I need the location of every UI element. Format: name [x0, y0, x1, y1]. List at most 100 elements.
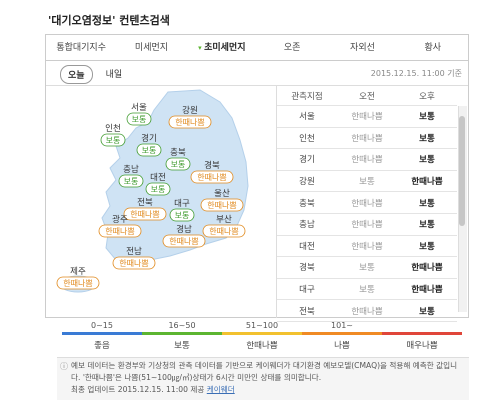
- table-row: 대전 한때나쁨 보통: [277, 235, 457, 258]
- region-name: 강원: [182, 105, 198, 116]
- legend-range: 0~15: [91, 321, 113, 330]
- table-row: 경북 보통 한때나쁨: [277, 256, 457, 279]
- legend-level: 나쁨: [334, 341, 350, 351]
- region-name: 인천: [105, 123, 121, 134]
- table-row: 인천 한때나쁨 보통: [277, 127, 457, 150]
- tab-bar: 통합대기지수 미세먼지 초미세먼지 오존 자외선 황사: [46, 36, 468, 61]
- divider: [276, 86, 277, 318]
- region-name: 대전: [150, 172, 166, 183]
- region-name: 경북: [204, 160, 220, 171]
- status-pill: [123, 207, 167, 221]
- divider: [46, 85, 468, 86]
- status-pill: [162, 234, 206, 248]
- table-row: 대구 보통 한때나쁨: [277, 278, 457, 301]
- region-status: 한때나쁨: [119, 258, 148, 268]
- region-status: 한때나쁨: [105, 226, 134, 236]
- timestamp: 2015.12.15. 11:00 기준: [370, 69, 462, 78]
- region-status: 보통: [106, 136, 121, 145]
- column-header: 관측지점: [277, 87, 337, 106]
- status-pill: [169, 208, 195, 222]
- status-pill: [190, 170, 234, 184]
- region-status: 한때나쁨: [175, 117, 204, 127]
- legend-level: 좋음: [94, 341, 110, 351]
- table-row: 강원 보통 한때나쁨: [277, 170, 457, 193]
- status-pill: [136, 143, 162, 157]
- day-tab[interactable]: 오늘: [60, 65, 93, 84]
- table-cell: 보통: [337, 170, 397, 193]
- table-cell: 한때나쁨: [337, 191, 397, 214]
- column-header: 오후: [397, 87, 457, 106]
- status-pill: [168, 115, 212, 129]
- provider-link[interactable]: 케이웨더: [206, 385, 235, 394]
- note-box: ⓘ 예보 데이터는 환경부와 기상청의 관측 데이터를 기반으로 케이웨더가 대…: [57, 357, 469, 400]
- table-cell: 충남: [277, 213, 337, 236]
- region-status: 한때나쁨: [207, 200, 236, 210]
- tab[interactable]: 미세먼지: [134, 43, 169, 53]
- table-cell: 서울: [277, 105, 337, 128]
- legend-swatch: [382, 332, 462, 335]
- table-cell: 강원: [277, 170, 337, 193]
- region-name: 충남: [123, 165, 139, 175]
- region-name: 서울: [131, 103, 147, 113]
- tab[interactable]: 자외선: [350, 43, 375, 53]
- note-text: 예보 데이터는 환경부와 기상청의 관측 데이터를 기반으로 케이웨더가 대기환…: [71, 361, 458, 382]
- table-cell: 한때나쁨: [397, 278, 457, 301]
- legend-range: 101~: [331, 321, 353, 330]
- table-row: 충남 한때나쁨 보통: [277, 213, 457, 236]
- region-status: 보통: [171, 160, 186, 169]
- table-cell: 대전: [277, 235, 337, 258]
- table-cell: 보통: [397, 235, 457, 258]
- forecast-table: 관측지점 오전 오후 서울 한때나쁨 보통 인천 한때나쁨 보통 경기 한때나쁨 보통 강원 보통 한때나쁨…: [277, 87, 457, 322]
- tab[interactable]: 통합대기지수: [56, 43, 106, 53]
- region-status: 보통: [142, 146, 157, 155]
- table-cell: 경북: [277, 256, 337, 279]
- region-status: 한때나쁨: [63, 278, 92, 288]
- day-tabs: 오늘 내일: [60, 65, 129, 84]
- tab[interactable]: 황사: [424, 43, 442, 53]
- legend-swatch: [142, 332, 222, 335]
- status-pill: [165, 157, 191, 171]
- panel: [45, 34, 469, 318]
- table-cell: 한때나쁨: [337, 213, 397, 236]
- table-cell: 대구: [277, 278, 337, 301]
- legend-swatch: [222, 332, 302, 335]
- tab[interactable]: 초미세먼지: [187, 36, 257, 60]
- region-name: 제주: [70, 267, 86, 277]
- table-cell: 인천: [277, 127, 337, 150]
- region-name: 부산: [216, 214, 232, 225]
- table-cell: 한때나쁨: [337, 235, 397, 258]
- region-status: 한때나쁨: [209, 226, 238, 236]
- region-name: 울산: [214, 188, 230, 199]
- table-row: 경기 한때나쁨 보통: [277, 148, 457, 171]
- tab[interactable]: 오존: [283, 43, 301, 53]
- scroll-thumb[interactable]: [459, 116, 465, 226]
- legend-level: 보통: [174, 341, 190, 351]
- table-cell: 전북: [277, 299, 337, 322]
- region-status: 보통: [132, 115, 147, 124]
- table-cell: 경기: [277, 148, 337, 171]
- status-pill: [112, 256, 156, 270]
- table-cell: 한때나쁨: [337, 148, 397, 171]
- update-text: 최종 업데이트 2015.12.15. 11:00 제공: [71, 385, 205, 394]
- legend-swatch: [302, 332, 382, 335]
- legend-level: 한때나쁨: [246, 341, 278, 351]
- table-row: 전북 한때나쁨 보통: [277, 299, 457, 322]
- table-cell: 보통: [397, 213, 457, 236]
- table-row: 충북 한때나쁨 보통: [277, 191, 457, 214]
- region-status: 한때나쁨: [197, 172, 226, 182]
- region-status: 보통: [151, 185, 166, 194]
- day-tab[interactable]: 내일: [105, 70, 123, 80]
- region-name: 충북: [170, 148, 186, 158]
- region-name: 경기: [141, 133, 157, 144]
- region-name: 전북: [137, 197, 153, 208]
- table-cell: 보통: [397, 299, 457, 322]
- table-row: 서울 한때나쁨 보통: [277, 105, 457, 128]
- update-line: 최종 업데이트 2015.12.15. 11:00 제공 케이웨더: [71, 384, 463, 396]
- table-cell: 한때나쁨: [397, 170, 457, 193]
- legend-range: 16~50: [168, 321, 196, 330]
- region-status: 보통: [124, 177, 139, 186]
- table-cell: 충북: [277, 191, 337, 214]
- legend-swatch: [62, 332, 142, 335]
